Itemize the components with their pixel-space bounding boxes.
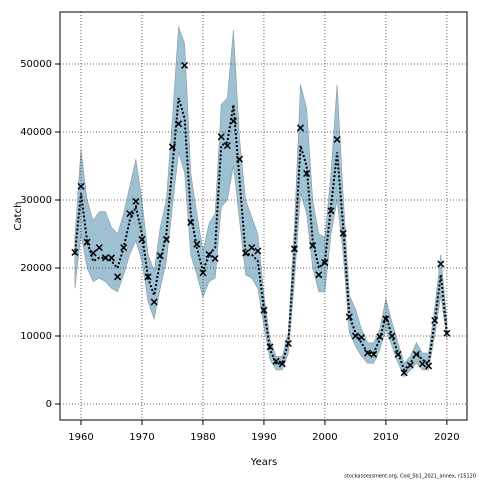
observed-marker — [412, 350, 420, 358]
observed-marker — [229, 117, 237, 125]
observed-marker — [71, 248, 79, 256]
observed-marker — [370, 350, 378, 358]
observed-marker — [242, 249, 250, 257]
observed-marker — [382, 315, 390, 323]
y-tick-label: 50000 — [20, 59, 52, 70]
y-tick-label: 40000 — [20, 127, 52, 138]
observed-marker — [254, 247, 262, 255]
observed-marker — [364, 349, 372, 357]
observed-marker — [296, 124, 305, 132]
observed-marker — [114, 273, 122, 281]
x-tick-label: 1990 — [251, 432, 276, 443]
observed-marker — [437, 260, 445, 268]
observed-marker — [138, 235, 146, 243]
y-axis-label: Catch — [13, 202, 24, 231]
observed-marker — [260, 306, 268, 314]
observed-marker — [418, 360, 427, 368]
observed-marker — [211, 254, 219, 263]
observed-marker — [376, 333, 384, 341]
observed-marker — [187, 218, 195, 226]
observed-marker — [315, 271, 323, 279]
observed-marker — [77, 182, 85, 190]
observed-marker — [175, 120, 183, 128]
observed-marker — [126, 210, 134, 218]
observed-marker — [150, 298, 158, 306]
observed-marker — [425, 362, 433, 370]
x-tick-label: 1980 — [190, 432, 215, 443]
observed-marker — [168, 143, 176, 151]
x-tick-label: 2020 — [434, 432, 459, 443]
observed-marker — [236, 155, 244, 163]
observed-marker — [89, 249, 97, 257]
observed-marker — [278, 360, 286, 368]
observed-marker — [309, 242, 317, 250]
observed-marker — [333, 135, 341, 144]
y-tick-label: 10000 — [20, 331, 52, 342]
observed-marker — [101, 254, 109, 262]
observed-marker — [107, 254, 116, 262]
observed-marker — [357, 333, 366, 341]
observed-marker — [162, 235, 170, 243]
observed-marker — [156, 252, 164, 260]
estimate-line — [73, 97, 448, 372]
observed-marker — [345, 313, 353, 321]
observed-marker — [394, 350, 402, 358]
observed-marker — [205, 250, 213, 258]
observed-marker — [223, 142, 231, 150]
observed-marker — [400, 369, 408, 377]
y-tick-label: 30000 — [20, 195, 52, 206]
observed-marker — [321, 259, 329, 267]
observed-marker — [144, 273, 152, 281]
observed-marker — [388, 332, 396, 340]
y-tick-label: 0 — [46, 399, 52, 410]
observed-marker — [351, 332, 359, 340]
x-tick-label: 2000 — [312, 432, 337, 443]
observed-marker — [120, 244, 128, 252]
observed-marker — [406, 361, 414, 369]
footnote: stockassessment.org, Cod_5b1_2021_annex,… — [344, 474, 476, 480]
observed-marker — [284, 339, 292, 348]
observed-marker — [339, 229, 347, 237]
observed-marker — [272, 357, 280, 365]
observed-marker — [248, 244, 256, 252]
observed-marker — [443, 329, 451, 337]
x-tick-label: 1970 — [129, 432, 154, 443]
observed-marker — [83, 238, 91, 246]
observed-marker — [303, 169, 311, 178]
confidence-band — [74, 26, 448, 378]
observed-marker — [193, 240, 201, 248]
x-axis-label: Years — [250, 457, 277, 468]
x-tick-label: 2010 — [373, 432, 398, 443]
y-tick-label: 20000 — [20, 263, 52, 274]
observed-marker — [290, 245, 298, 253]
observed-marker — [327, 207, 335, 215]
x-tick-label: 1960 — [68, 432, 93, 443]
observed-marker — [266, 343, 274, 351]
observed-marker — [199, 269, 207, 277]
observed-marker — [95, 244, 103, 252]
observed-marker — [217, 133, 225, 141]
observed-marker — [132, 197, 140, 205]
observed-marker — [431, 316, 439, 324]
plot-frame — [59, 11, 468, 421]
observed-marker — [181, 61, 189, 69]
